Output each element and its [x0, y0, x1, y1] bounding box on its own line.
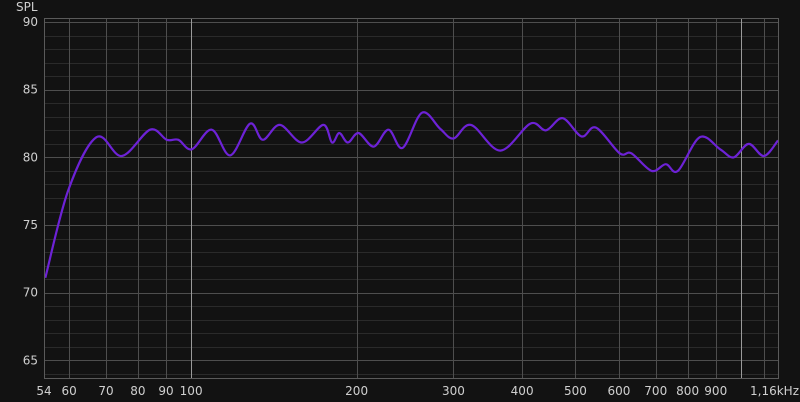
y-tick-label: 85: [23, 83, 38, 97]
y-tick-label: 90: [23, 15, 38, 29]
x-tick-label: 800: [676, 384, 699, 398]
x-tick-label: 600: [607, 384, 630, 398]
x-axis: 54 60 70 80 90 100 200 300 400 500 600 700 800 900 1,1…: [36, 384, 799, 398]
x-tick-label: 300: [442, 384, 465, 398]
x-tick-label: 500: [564, 384, 587, 398]
x-tick-label: 80: [130, 384, 145, 398]
y-axis: 65 70 75 80 85 90: [23, 15, 38, 367]
x-tick-label: 60: [62, 384, 77, 398]
y-tick-label: 65: [23, 353, 38, 367]
y-tick-label: 80: [23, 150, 38, 164]
grid: [44, 18, 778, 378]
x-tick-label: 1,16kHz: [750, 384, 799, 398]
x-tick-label: 200: [345, 384, 368, 398]
y-tick-label: 70: [23, 286, 38, 300]
x-tick-label: 70: [98, 384, 113, 398]
series-line-0: [44, 111, 779, 279]
y-tick-label: 75: [23, 218, 38, 232]
x-tick-label: 54: [36, 384, 51, 398]
plot-border: [44, 18, 779, 379]
x-tick-label: 90: [158, 384, 173, 398]
series-layer: [44, 111, 779, 279]
x-tick-label: 400: [511, 384, 534, 398]
y-axis-label: SPL: [16, 0, 38, 14]
x-tick-label: 700: [644, 384, 667, 398]
x-tick-label: 900: [704, 384, 727, 398]
x-tick-label: 100: [180, 384, 203, 398]
